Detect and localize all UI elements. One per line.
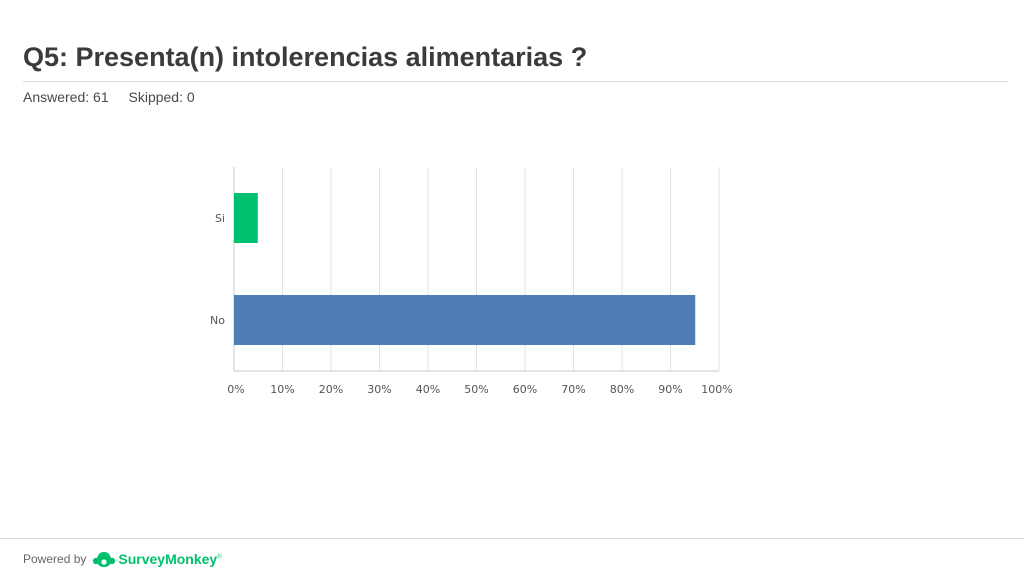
x-tick-label: 100%	[701, 383, 732, 396]
bar-no	[234, 295, 696, 345]
x-tick-label: 70%	[561, 383, 585, 396]
x-tick-label: 30%	[367, 383, 391, 396]
x-tick-label: 90%	[658, 383, 682, 396]
x-tick-label: 60%	[513, 383, 537, 396]
skipped-count: Skipped: 0	[128, 89, 195, 105]
x-tick-label: 0%	[227, 383, 244, 396]
question-title: Q5: Presenta(n) intolerencias alimentari…	[23, 42, 588, 72]
x-tick-label: 50%	[464, 383, 488, 396]
powered-by-label: Powered by	[23, 552, 87, 566]
brand-name: SurveyMonkey®	[118, 551, 222, 567]
title-divider	[23, 81, 1008, 82]
category-label: No	[210, 314, 225, 327]
response-stats: Answered: 61 Skipped: 0	[23, 89, 195, 105]
footer: Powered by SurveyMonkey®	[23, 549, 222, 569]
footer-divider	[0, 538, 1024, 539]
category-label: Si	[215, 212, 225, 225]
x-tick-label: 10%	[270, 383, 294, 396]
x-tick-label: 40%	[416, 383, 440, 396]
answered-count: Answered: 61	[23, 89, 109, 105]
bar-si	[234, 193, 258, 243]
x-tick-label: 80%	[610, 383, 634, 396]
x-tick-label: 20%	[319, 383, 343, 396]
survey-monkey-logo-icon	[93, 552, 116, 567]
